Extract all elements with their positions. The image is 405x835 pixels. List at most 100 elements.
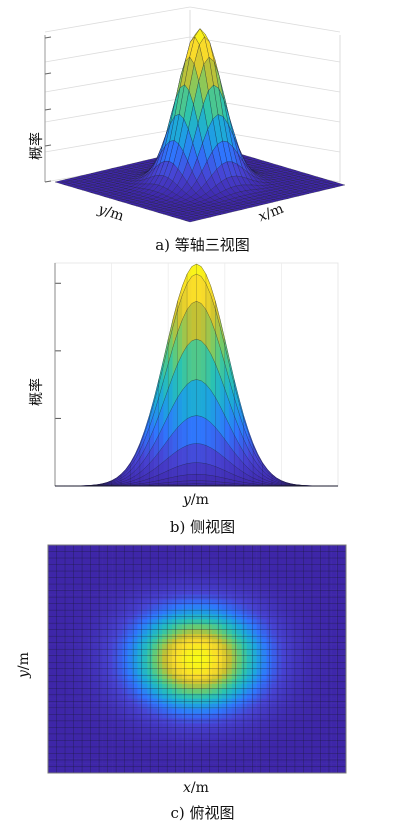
heat-cell — [216, 663, 223, 670]
heat-cell — [57, 634, 64, 640]
heat-cell — [311, 768, 317, 774]
heat-cell — [77, 554, 84, 561]
heat-cell — [62, 683, 69, 690]
heat-cell — [77, 659, 84, 665]
heat-cell — [172, 753, 178, 759]
heat-cell — [117, 723, 123, 729]
heat-cell — [157, 708, 163, 714]
heat-cell — [197, 569, 203, 576]
heat-cell — [117, 678, 123, 685]
heat-cell — [286, 678, 292, 685]
heat-cell — [82, 589, 89, 595]
heat-cell — [291, 743, 297, 749]
heat-cell — [311, 743, 317, 749]
heat-cell — [82, 584, 89, 590]
heat-cell — [341, 663, 347, 670]
heat-cell — [48, 545, 54, 551]
heat-cell — [197, 634, 203, 640]
heat-cell — [216, 738, 223, 744]
heat-cell — [241, 748, 247, 754]
heat-cell — [306, 564, 312, 571]
heat-cell — [256, 673, 262, 680]
heat-cell — [236, 639, 242, 645]
heat-cell — [251, 549, 257, 556]
heat-cell — [112, 614, 118, 620]
heat-cell — [122, 599, 128, 605]
heat-cell — [132, 738, 138, 744]
heat-cell — [132, 639, 138, 645]
heat-cell — [72, 624, 79, 630]
heat-cell — [97, 614, 103, 620]
heat-cell — [52, 644, 59, 650]
heat-cell — [117, 683, 123, 690]
heat-cell — [236, 659, 242, 665]
heat-cell — [67, 748, 74, 754]
heat-cell — [226, 579, 233, 585]
heat-cell — [187, 624, 193, 630]
heat-cell — [48, 733, 54, 739]
heat-cell — [291, 649, 297, 655]
heat-cell — [296, 678, 302, 685]
heat-cell — [336, 569, 342, 576]
heat-cell — [251, 693, 257, 699]
isometric-surface-plot — [44, 6, 346, 223]
heat-cell — [291, 688, 297, 694]
heat-cell — [197, 614, 203, 620]
heat-cell — [117, 708, 123, 714]
heat-cell — [77, 559, 84, 566]
heat-cell — [271, 564, 277, 571]
heat-cell — [92, 599, 98, 605]
heat-cell — [226, 654, 233, 660]
heat-cell — [221, 743, 228, 749]
heat-cell — [152, 604, 158, 610]
heat-cell — [127, 604, 133, 610]
heat-cell — [152, 624, 158, 630]
heat-cell — [231, 579, 238, 585]
heat-cell — [216, 554, 223, 561]
heat-cell — [331, 604, 337, 610]
heat-cell — [48, 599, 54, 605]
heat-cell — [77, 688, 84, 694]
heat-cell — [336, 614, 342, 620]
heat-cell — [127, 668, 133, 675]
heat-cell — [57, 599, 64, 605]
heat-cell — [177, 649, 183, 655]
heat-cell — [117, 728, 123, 734]
side-band — [210, 475, 216, 482]
heat-cell — [137, 683, 143, 690]
heat-cell — [82, 614, 89, 620]
heat-cell — [276, 569, 282, 576]
heat-cell — [67, 624, 74, 630]
heat-cell — [301, 659, 307, 665]
heat-cell — [216, 723, 223, 729]
heat-cell — [77, 614, 84, 620]
heat-cell — [177, 604, 183, 610]
heat-cell — [271, 599, 277, 605]
heat-cell — [197, 579, 203, 585]
heat-cell — [221, 753, 228, 759]
heat-cell — [197, 554, 203, 561]
heat-cell — [316, 564, 322, 571]
heat-cell — [226, 693, 233, 699]
heat-cell — [112, 569, 118, 576]
heat-cell — [182, 624, 188, 630]
heat-cell — [271, 688, 277, 694]
heat-cell — [341, 668, 347, 675]
heat-cell — [48, 604, 54, 610]
side-band — [210, 464, 216, 477]
heat-cell — [286, 753, 292, 759]
heat-cell — [112, 668, 118, 675]
heat-cell — [177, 663, 183, 670]
heat-cell — [216, 728, 223, 734]
heat-cell — [132, 554, 138, 561]
heat-cell — [197, 743, 203, 749]
heat-cell — [167, 644, 173, 650]
heat-cell — [231, 569, 238, 576]
heat-cell — [167, 649, 173, 655]
heat-cell — [301, 604, 307, 610]
heat-cell — [316, 614, 322, 620]
heat-cell — [117, 703, 123, 709]
heat-cell — [48, 743, 54, 749]
heat-cell — [48, 703, 54, 709]
heat-cell — [167, 768, 173, 774]
